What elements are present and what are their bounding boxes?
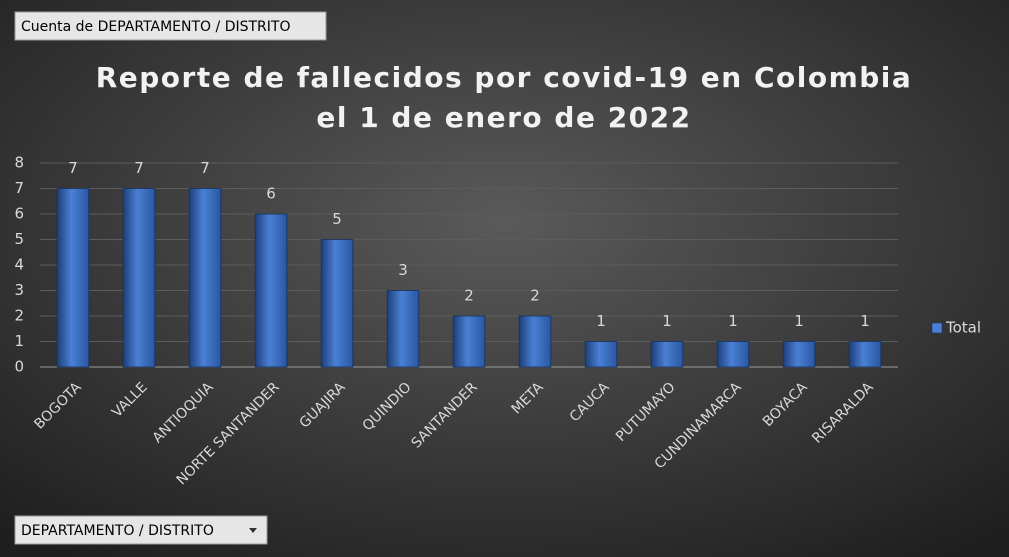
data-label: 7 (68, 159, 78, 177)
data-label: 2 (464, 287, 474, 305)
data-label: 1 (596, 312, 606, 330)
data-label: 2 (530, 287, 540, 305)
data-label: 5 (332, 210, 342, 228)
bar (650, 341, 684, 368)
y-tick-label: 7 (14, 179, 24, 197)
dropdown-arrow (249, 528, 257, 533)
y-tick-label: 5 (14, 230, 24, 248)
bar (716, 341, 750, 368)
data-label: 1 (662, 312, 672, 330)
y-tick-label: 8 (14, 154, 24, 172)
data-label: 1 (860, 312, 870, 330)
y-tick-label: 6 (14, 205, 24, 223)
chart-title: Reporte de fallecidos por covid-19 en Co… (96, 61, 913, 94)
legend-swatch (931, 322, 943, 334)
data-label: 7 (200, 159, 210, 177)
y-tick-label: 2 (14, 307, 24, 325)
y-tick-label: 3 (14, 281, 24, 299)
data-label: 6 (266, 185, 276, 203)
bar (386, 290, 420, 368)
bar (254, 213, 288, 368)
legend-label: Total (945, 319, 981, 337)
bar (848, 341, 882, 368)
bar (584, 341, 618, 368)
bar (782, 341, 816, 368)
pivot-value-label: Cuenta de DEPARTAMENTO / DISTRITO (21, 19, 290, 35)
bar (56, 188, 90, 368)
y-tick-label: 4 (14, 256, 24, 274)
chart-title: el 1 de enero de 2022 (316, 101, 691, 134)
data-label: 7 (134, 159, 144, 177)
y-tick-label: 1 (14, 332, 24, 350)
data-label: 1 (794, 312, 804, 330)
pivot-axis-button[interactable] (14, 515, 268, 545)
bar (122, 188, 156, 368)
data-label: 1 (728, 312, 738, 330)
data-label: 3 (398, 261, 408, 279)
y-tick-label: 0 (14, 358, 24, 376)
bar (518, 315, 552, 368)
bar (188, 188, 222, 368)
pivot-axis-label: DEPARTAMENTO / DISTRITO (21, 523, 214, 539)
pivot-value-button[interactable] (14, 11, 327, 41)
bar (452, 315, 486, 368)
bar (320, 239, 354, 368)
